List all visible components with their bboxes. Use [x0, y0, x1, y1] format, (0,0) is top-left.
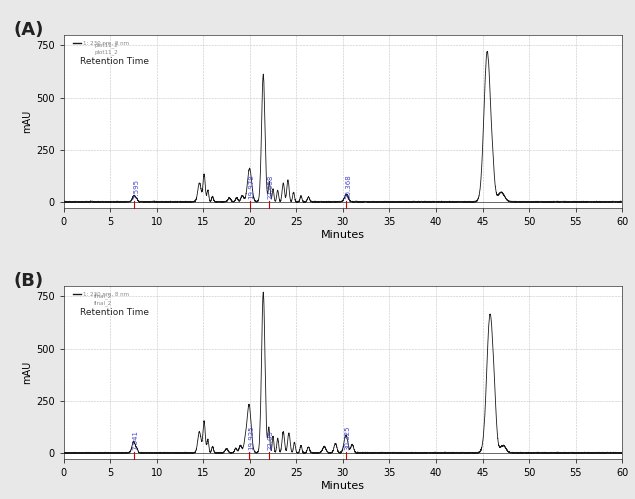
X-axis label: Minutes: Minutes	[321, 230, 365, 240]
Text: Retention Time: Retention Time	[80, 56, 149, 65]
Text: Retention Time: Retention Time	[80, 307, 149, 316]
Text: (A): (A)	[13, 21, 44, 39]
X-axis label: Minutes: Minutes	[321, 481, 365, 491]
Legend: 1: 230 nm, 8 nm: 1: 230 nm, 8 nm	[70, 289, 131, 299]
Text: plot11_2: plot11_2	[94, 43, 118, 48]
Text: (B): (B)	[13, 272, 43, 290]
Text: final_2: final_2	[94, 301, 112, 306]
Y-axis label: mAU: mAU	[22, 361, 32, 384]
Text: 19.925: 19.925	[248, 425, 254, 450]
Text: 22.05: 22.05	[268, 430, 274, 450]
Text: 7.595: 7.595	[133, 179, 139, 199]
Text: 22.058: 22.058	[268, 174, 274, 199]
Text: 7.541: 7.541	[133, 430, 138, 450]
Text: 19.979: 19.979	[248, 174, 255, 199]
Legend: 1: 230 nm, 8 nm: 1: 230 nm, 8 nm	[70, 38, 131, 48]
Text: 30.368: 30.368	[345, 174, 351, 199]
Text: 30.325: 30.325	[345, 425, 351, 450]
Text: plot11_2: plot11_2	[94, 49, 118, 55]
Y-axis label: mAU: mAU	[22, 110, 32, 133]
Text: final_2: final_2	[94, 294, 112, 299]
